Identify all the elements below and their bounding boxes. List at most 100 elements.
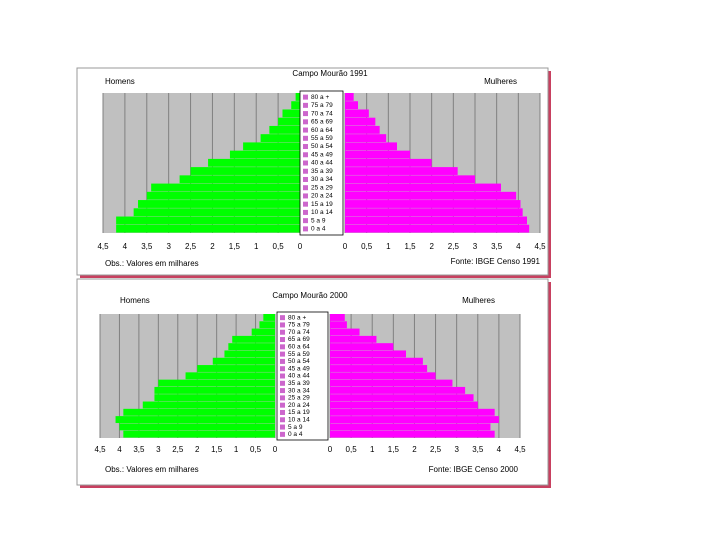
category-label: 65 a 69 [288,336,310,343]
bar [345,167,458,175]
bar [133,208,300,217]
category-swatch [280,315,285,321]
x-tick-label: 3 [156,445,161,454]
x-tick-label: 2,5 [430,445,442,454]
category-swatch [280,373,285,379]
category-swatch [280,380,285,386]
x-tick-label: 4 [516,242,521,251]
bar [154,386,275,394]
category-swatch [303,160,308,166]
category-swatch [303,218,308,224]
category-label: 5 a 9 [311,217,326,224]
x-tick-label: 3 [454,445,459,454]
x-tick-label: 0,5 [361,242,373,251]
bar [345,158,432,167]
category-label: 5 a 9 [288,424,303,431]
note: Obs.: Valores em milhares [105,465,199,474]
bar [330,408,495,416]
bar [116,224,300,233]
x-tick-label: 0 [298,242,303,251]
bar [123,430,275,438]
category-label: 45 a 49 [288,365,310,372]
bar [345,150,410,159]
x-tick-label: 0,5 [273,242,285,251]
bar [330,365,428,372]
bar [123,408,275,416]
bar [259,321,275,329]
bar [146,191,300,200]
category-swatch [280,358,285,364]
category-label: 45 a 49 [311,151,333,158]
category-label: 15 a 19 [311,201,333,208]
category-label: 0 a 4 [288,431,303,438]
category-swatch [303,102,308,108]
bar [295,93,300,101]
x-tick-label: 1 [370,445,375,454]
bar [263,314,275,321]
bar [185,372,275,380]
bar [208,158,300,167]
x-tick-label: 2,5 [172,445,184,454]
category-swatch [303,226,308,232]
x-tick-label: 2 [195,445,200,454]
bar [278,117,300,126]
x-tick-label: 4 [117,445,122,454]
bar [151,183,300,192]
category-swatch [280,431,285,437]
x-tick-label: 3,5 [133,445,145,454]
category-label: 80 a + [311,94,329,101]
category-swatch [280,337,285,343]
x-tick-label: 1,5 [211,445,223,454]
category-swatch [303,201,308,207]
bar [345,93,354,101]
bar [232,335,275,343]
x-tick-label: 3,5 [491,242,503,251]
bar [251,328,275,336]
category-label: 0 a 4 [311,226,326,233]
category-label: 30 a 34 [288,387,310,394]
x-tick-label: 2,5 [448,242,460,251]
bar [345,200,521,208]
bar [330,314,345,321]
bar [330,379,453,387]
bar [330,394,474,402]
bar [190,167,300,175]
category-swatch [280,366,285,372]
bar [116,216,300,225]
bar [345,183,501,192]
category-label: 70 a 74 [288,329,310,336]
bar [179,175,300,184]
legend-label: Homens [105,77,135,86]
note: Obs.: Valores em milhares [105,259,199,268]
category-label: 60 a 64 [288,344,310,351]
x-tick-label: 1,5 [404,242,416,251]
category-label: 20 a 24 [288,402,310,409]
x-tick-label: 0 [343,242,348,251]
category-label: 70 a 74 [311,110,333,117]
bar [345,117,376,126]
category-label: 55 a 59 [311,135,333,142]
x-tick-label: 0 [328,445,333,454]
category-swatch [280,388,285,394]
bar [345,216,527,225]
bar [345,101,358,110]
bar [229,150,300,159]
category-swatch [303,144,308,150]
x-tick-label: 4 [123,242,128,251]
bar [291,101,300,110]
x-tick-label: 4 [497,445,502,454]
bar [345,125,380,134]
category-label: 35 a 39 [288,380,310,387]
category-label: 25 a 29 [311,184,333,191]
category-label: 10 a 14 [288,416,310,423]
category-swatch [280,322,285,328]
category-swatch [303,185,308,191]
x-tick-label: 4,5 [514,445,526,454]
category-swatch [303,176,308,182]
category-swatch [280,402,285,408]
bar [330,423,491,431]
bar [197,365,275,372]
bar [269,125,300,134]
bar [330,430,495,438]
category-swatch [303,209,308,215]
